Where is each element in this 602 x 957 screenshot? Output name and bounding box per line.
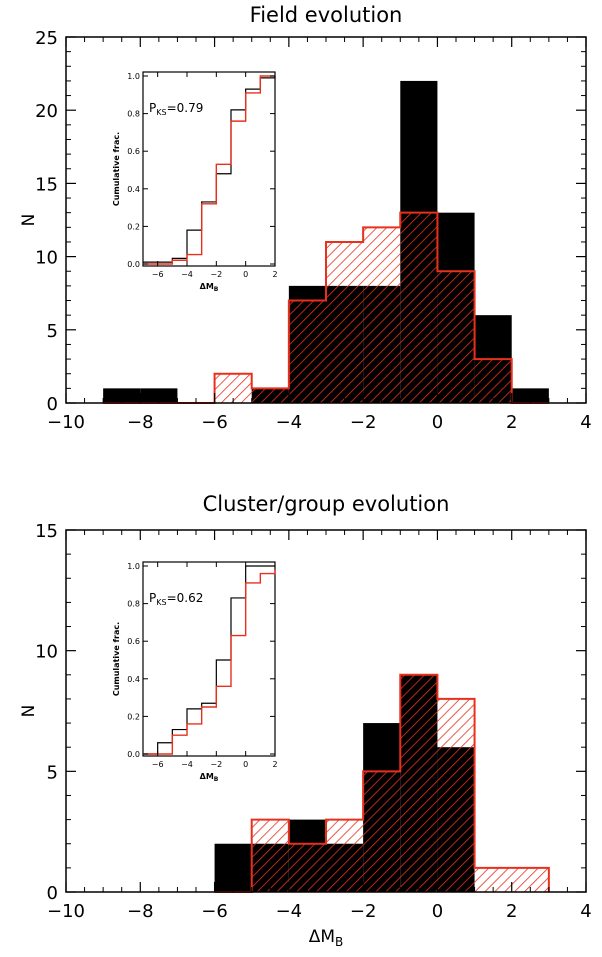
inset-y-tick-label: 0.4 (127, 675, 140, 684)
red-histogram-outline (103, 211, 549, 404)
inset-x-axis-label-subscript: B (214, 286, 219, 293)
cluster-group-evolution-panel: Cluster/group evolution −10 −8 −6 −4 −2 0 2 4 0 5 1… (19, 492, 592, 949)
y-tick-label: 5 (47, 321, 58, 342)
red-hatched-histogram-bar (251, 388, 289, 403)
x-tick-label: −6 (201, 412, 228, 433)
y-axis-label: N (19, 705, 39, 718)
y-tick-label: 5 (47, 762, 58, 783)
black-histogram-bar (511, 388, 549, 403)
x-tick-label: −8 (127, 412, 154, 433)
inset-y-axis-label: Cumulative frac. (112, 132, 121, 206)
x-tick-label: −10 (47, 412, 85, 433)
inset-frame (142, 561, 276, 757)
red-histogram-outline (214, 673, 550, 893)
y-tick-label: 15 (35, 521, 58, 542)
y-tick-label: 20 (35, 101, 58, 122)
inset-x-tick-label: 2 (272, 760, 277, 769)
inset-x-tick-label: 0 (243, 760, 248, 769)
inset-x-axis-label-main: ΔM (200, 282, 214, 291)
red-hatched-histogram-bar (326, 241, 364, 403)
red-hatched-histogram-bar (437, 271, 475, 403)
inset-y-tick-label: 0.0 (127, 750, 140, 759)
red-hatched-histogram-bar (288, 300, 326, 403)
chart-title: Cluster/group evolution (203, 492, 450, 516)
inset-y-tick-label: 0.6 (127, 637, 140, 646)
x-tick-label: −2 (350, 412, 377, 433)
y-axis-label: N (19, 214, 39, 227)
inset-y-tick-label: 0.2 (127, 712, 140, 721)
black-histogram-bar (103, 388, 141, 403)
black-histogram-bar (214, 843, 252, 892)
y-tick-label: 0 (47, 394, 58, 415)
red-hatched-histogram-bar (400, 674, 438, 892)
cumulative-inset: −6 −4 −2 0 2 0.0 0.2 0.4 0.6 0.8 1.0 ΔMB Cumulative … (112, 561, 278, 783)
inset-frame (142, 71, 276, 267)
x-tick-label: −4 (276, 412, 303, 433)
inset-x-tick-label: −6 (152, 270, 164, 279)
inset-x-axis-label: ΔMB (200, 282, 219, 293)
inset-x-tick-label: −6 (152, 760, 164, 769)
ks-value: =0.79 (167, 101, 204, 115)
red-hatched-histogram-bar (437, 698, 475, 892)
red-hatched-histogram-bar (288, 843, 326, 892)
y-tick-label: 10 (35, 248, 58, 269)
red-hatched-histogram-bar (326, 819, 364, 892)
x-tick-label: 2 (506, 901, 517, 922)
red-hatched-histogram-bar (251, 819, 289, 892)
black-histogram-bar (140, 388, 178, 403)
inset-x-tick-label: −2 (210, 270, 222, 279)
x-tick-label: 4 (580, 901, 591, 922)
ks-label: P (149, 101, 156, 115)
inset-y-tick-label: 1.0 (127, 72, 140, 81)
chart-title: Field evolution (250, 3, 403, 27)
inset-x-tick-label: −4 (181, 760, 193, 769)
red-hatched-histogram-bar (474, 359, 512, 403)
inset-red-cumulative-line (143, 569, 276, 755)
inset-y-tick-label: 0.0 (127, 260, 140, 269)
ks-label: P (149, 591, 156, 605)
red-hatched-histogram-bar (363, 771, 401, 892)
y-tick-label: 10 (35, 642, 58, 663)
y-tick-label: 25 (35, 28, 58, 49)
inset-red-cumulative-line (143, 75, 275, 265)
inset-y-tick-label: 0.6 (127, 147, 140, 156)
ks-value: =0.62 (167, 591, 204, 605)
inset-x-tick-label: −2 (210, 760, 222, 769)
inset-y-tick-label: 0.2 (127, 222, 140, 231)
x-tick-label: 0 (432, 412, 443, 433)
inset-x-axis-label: ΔMB (200, 772, 219, 783)
inset-y-axis-label: Cumulative frac. (112, 622, 121, 696)
y-tick-label: 15 (35, 174, 58, 195)
cumulative-inset: −6 −4 −2 0 2 0.0 0.2 0.4 0.6 0.8 1.0 ΔMB Cumulative … (112, 71, 278, 293)
inset-x-axis-label-subscript: B (214, 776, 219, 783)
x-tick-label: 0 (432, 901, 443, 922)
x-tick-label: −4 (276, 901, 303, 922)
x-tick-label: 2 (506, 412, 517, 433)
x-tick-label: −10 (47, 901, 85, 922)
x-tick-label: −6 (201, 901, 228, 922)
inset-x-tick-label: 2 (272, 270, 277, 279)
field-evolution-panel: Field evolution−10 −8 −6 −4 −2 0 2 40510152025N… (19, 3, 592, 433)
inset-y-tick-label: 0.8 (127, 600, 140, 609)
x-axis-label-subscript: B (335, 935, 343, 949)
x-axis-label: ΔMB (309, 927, 344, 949)
inset-y-tick-label: 1.0 (127, 562, 140, 571)
y-tick-label: 0 (47, 883, 58, 904)
red-hatched-histogram-bar (400, 212, 438, 403)
x-tick-label: 4 (580, 412, 591, 433)
ks-probability-annotation: PKS=0.79 (149, 101, 203, 117)
inset-x-axis-label-main: ΔM (200, 772, 214, 781)
inset-y-tick-label: 0.4 (127, 185, 140, 194)
ks-probability-annotation: PKS=0.62 (149, 591, 203, 607)
x-axis-label-main: ΔM (309, 927, 335, 947)
ks-label-subscript: KS (156, 108, 166, 117)
inset-x-tick-label: −4 (181, 270, 193, 279)
x-tick-label: −8 (127, 901, 154, 922)
red-hatched-histogram-bar (363, 227, 401, 403)
inset-y-tick-label: 0.8 (127, 110, 140, 119)
x-tick-label: −2 (350, 901, 377, 922)
inset-x-tick-label: 0 (243, 270, 248, 279)
ks-label-subscript: KS (156, 598, 166, 607)
